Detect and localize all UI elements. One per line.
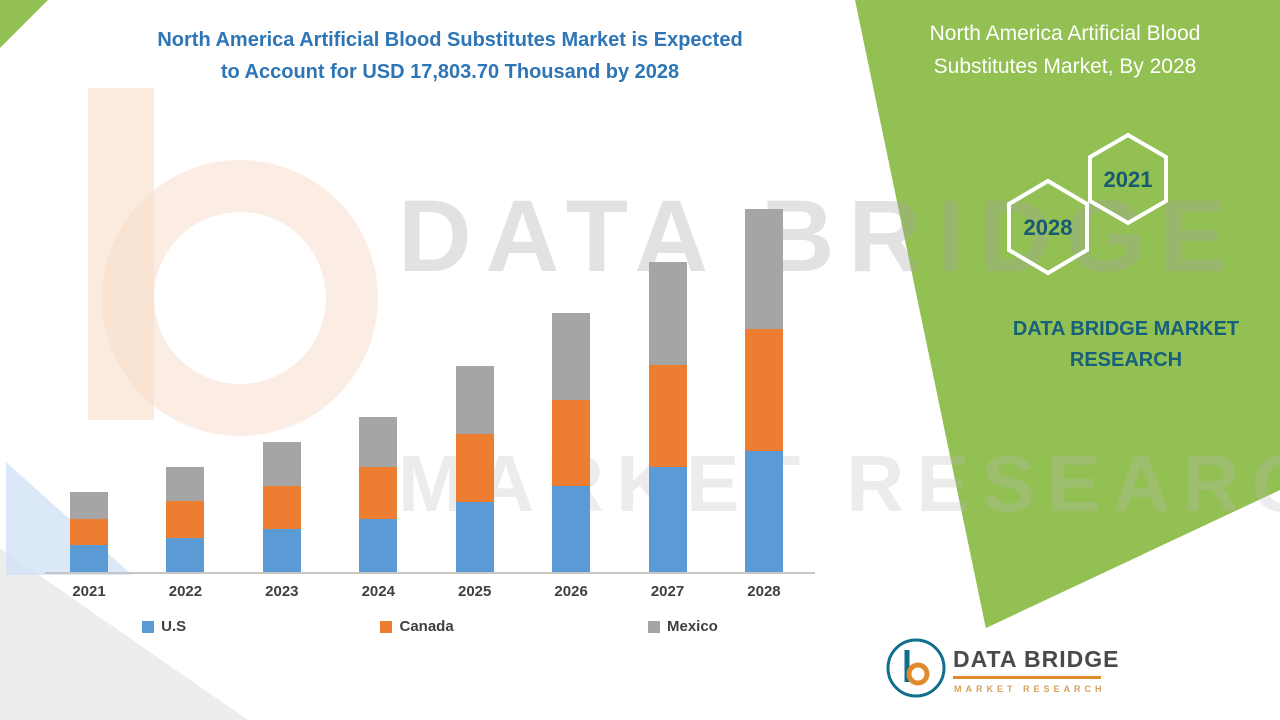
legend-swatch-icon [380, 620, 393, 633]
bar-segment-mexico-2022 [166, 466, 205, 501]
data-bridge-logo-icon [886, 638, 946, 698]
bar-stack-2022 [166, 466, 205, 573]
bar-column-2028: 2028 [744, 168, 783, 600]
bar-column-2026: 2026 [552, 168, 591, 600]
side-panel-title-line2: Substitutes Market, By 2028 [933, 54, 1197, 78]
bar-segment-canada-2025 [455, 433, 494, 502]
bar-segment-us-2028 [744, 450, 783, 573]
bar-segment-us-2026 [552, 485, 591, 573]
side-panel-title: North America Artificial Blood Substitut… [905, 18, 1225, 83]
side-panel-brand-line2: RESEARCH [1069, 349, 1183, 371]
bar-stack-2028 [744, 208, 783, 573]
bar-segment-canada-2028 [744, 329, 783, 451]
logo-name: DATA BRIDGE [953, 646, 1120, 672]
x-axis-label-2023: 2023 [265, 583, 299, 600]
bar-segment-canada-2022 [166, 500, 205, 538]
legend-item-us: U.S [142, 618, 186, 635]
x-axis-label-2028: 2028 [747, 583, 781, 600]
bar-segment-us-2023 [262, 528, 301, 573]
bar-column-2025: 2025 [455, 168, 494, 600]
x-axis-label-2021: 2021 [72, 583, 106, 600]
bar-segment-mexico-2023 [262, 441, 301, 486]
legend-label: U.S [161, 618, 187, 635]
x-axis-label-2025: 2025 [458, 583, 492, 600]
bar-stack-2023 [262, 441, 301, 573]
bar-stack-2024 [359, 416, 398, 573]
bar-column-2022: 2022 [166, 168, 205, 600]
logo-rule [953, 676, 1101, 679]
legend-item-mexico: Mexico [647, 618, 718, 635]
x-axis-line [45, 572, 815, 574]
bar-column-2027: 2027 [648, 168, 687, 600]
chart-title: North America Artificial Blood Substitut… [70, 24, 830, 88]
logo-subtitle: MARKET RESEARCH [954, 684, 1106, 694]
x-axis-label-2024: 2024 [361, 583, 395, 600]
x-axis-label-2026: 2026 [554, 583, 588, 600]
bar-segment-mexico-2021 [70, 491, 108, 519]
bar-column-2023: 2023 [262, 168, 301, 600]
bar-segment-mexico-2027 [648, 262, 687, 366]
bar-column-2024: 2024 [359, 168, 398, 600]
bar-chart-plot-area: 2021 2022 2023 2024 2025 2026 2027 2028 [45, 168, 815, 600]
x-axis-label-2022: 2022 [168, 583, 203, 600]
bar-segment-us-2025 [455, 501, 494, 573]
bar-segment-canada-2021 [70, 518, 108, 545]
bar-stack-2025 [455, 365, 494, 573]
x-axis-label-2027: 2027 [650, 583, 685, 600]
bar-stack-2027 [648, 262, 687, 573]
bar-segment-canada-2026 [552, 399, 591, 486]
data-bridge-logo: DATA BRIDGE MARKET RESEARCH [885, 632, 1118, 707]
bar-segment-mexico-2025 [455, 365, 494, 434]
chart-title-line1: North America Artificial Blood Substitut… [157, 29, 743, 51]
side-panel-brand: DATA BRIDGE MARKET RESEARCH [990, 314, 1262, 376]
hexagon-2028-label: 2028 [1024, 215, 1073, 240]
bar-segment-mexico-2028 [744, 208, 783, 330]
bar-segment-mexico-2026 [552, 313, 591, 400]
bar-segment-canada-2027 [648, 365, 687, 467]
side-panel-brand-line1: DATA BRIDGE MARKET [1012, 318, 1240, 340]
chart-title-line2: to Account for USD 17,803.70 Thousand by… [220, 61, 680, 83]
year-hexagons: 2028 2021 [1007, 132, 1168, 276]
legend-swatch-icon [647, 620, 660, 633]
bar-segment-us-2027 [648, 466, 687, 573]
bar-segment-canada-2024 [359, 466, 398, 519]
legend-label: Mexico [666, 618, 718, 635]
bar-segment-us-2022 [166, 537, 205, 573]
bar-segment-mexico-2024 [359, 416, 398, 467]
chart-legend: U.S Canada Mexico [45, 618, 815, 635]
bar-segment-us-2024 [359, 518, 398, 573]
hexagon-2021-label: 2021 [1104, 167, 1153, 192]
bar-segment-canada-2023 [262, 485, 301, 529]
bar-stack-2026 [552, 313, 591, 573]
bar-segment-us-2021 [70, 545, 108, 573]
bar-stack-2021 [70, 491, 108, 573]
side-panel-title-line1: North America Artificial Blood [929, 22, 1201, 45]
bar-column-2021: 2021 [70, 168, 108, 600]
legend-swatch-icon [142, 620, 155, 633]
legend-label: Canada [399, 618, 454, 635]
legend-item-canada: Canada [380, 618, 454, 635]
